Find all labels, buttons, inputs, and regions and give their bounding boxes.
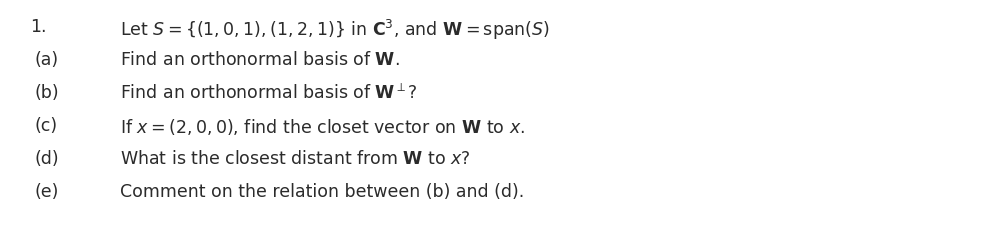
Text: If $x = (2, 0, 0)$, find the closet vector on $\mathbf{W}$ to $x$.: If $x = (2, 0, 0)$, find the closet vect… (120, 117, 525, 137)
Text: What is the closest distant from $\mathbf{W}$ to $x$?: What is the closest distant from $\mathb… (120, 150, 470, 168)
Text: 1.: 1. (30, 18, 46, 36)
Text: Comment on the relation between (b) and (d).: Comment on the relation between (b) and … (120, 183, 525, 201)
Text: (a): (a) (35, 51, 59, 69)
Text: Find an orthonormal basis of $\mathbf{W}$.: Find an orthonormal basis of $\mathbf{W}… (120, 51, 399, 69)
Text: (c): (c) (35, 117, 58, 135)
Text: (e): (e) (35, 183, 59, 201)
Text: Find an orthonormal basis of $\mathbf{W}^{\perp}$?: Find an orthonormal basis of $\mathbf{W}… (120, 84, 418, 104)
Text: (d): (d) (35, 150, 59, 168)
Text: Let $S = \{(1, 0, 1), (1, 2, 1)\}$ in $\mathbf{C}^3$, and $\mathbf{W} = \mathrm{: Let $S = \{(1, 0, 1), (1, 2, 1)\}$ in $\… (120, 18, 550, 42)
Text: (b): (b) (35, 84, 59, 102)
